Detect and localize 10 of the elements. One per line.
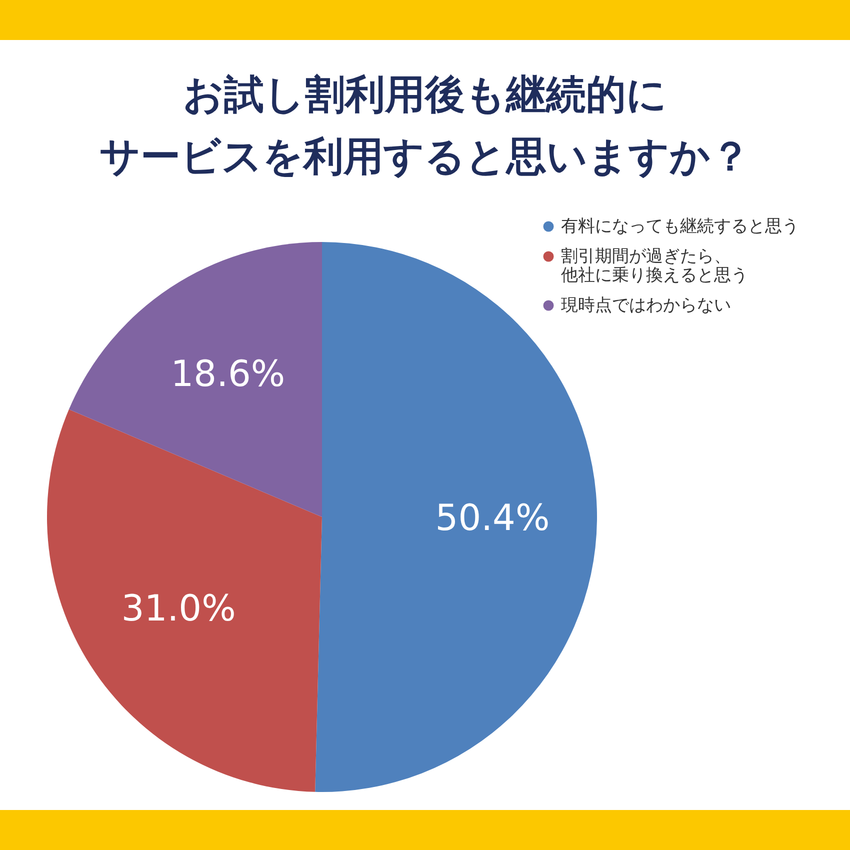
legend-label: 有料になっても継続すると思う: [561, 216, 799, 236]
pie-slice: [47, 409, 322, 792]
chart-title: お試し割利用後も継続的にサービスを利用すると思いますか？: [100, 72, 750, 180]
legend-label: 現時点ではわからない: [561, 296, 731, 316]
data-label: 31.0%: [121, 588, 236, 630]
data-label: 18.6%: [170, 354, 286, 395]
data-label: 50.4%: [435, 498, 550, 540]
pie-slice: [315, 242, 597, 792]
pie-slice: [68, 242, 322, 517]
legend-label: 割引期間が過ぎたら、他社に乗り換えると思う: [561, 246, 748, 286]
